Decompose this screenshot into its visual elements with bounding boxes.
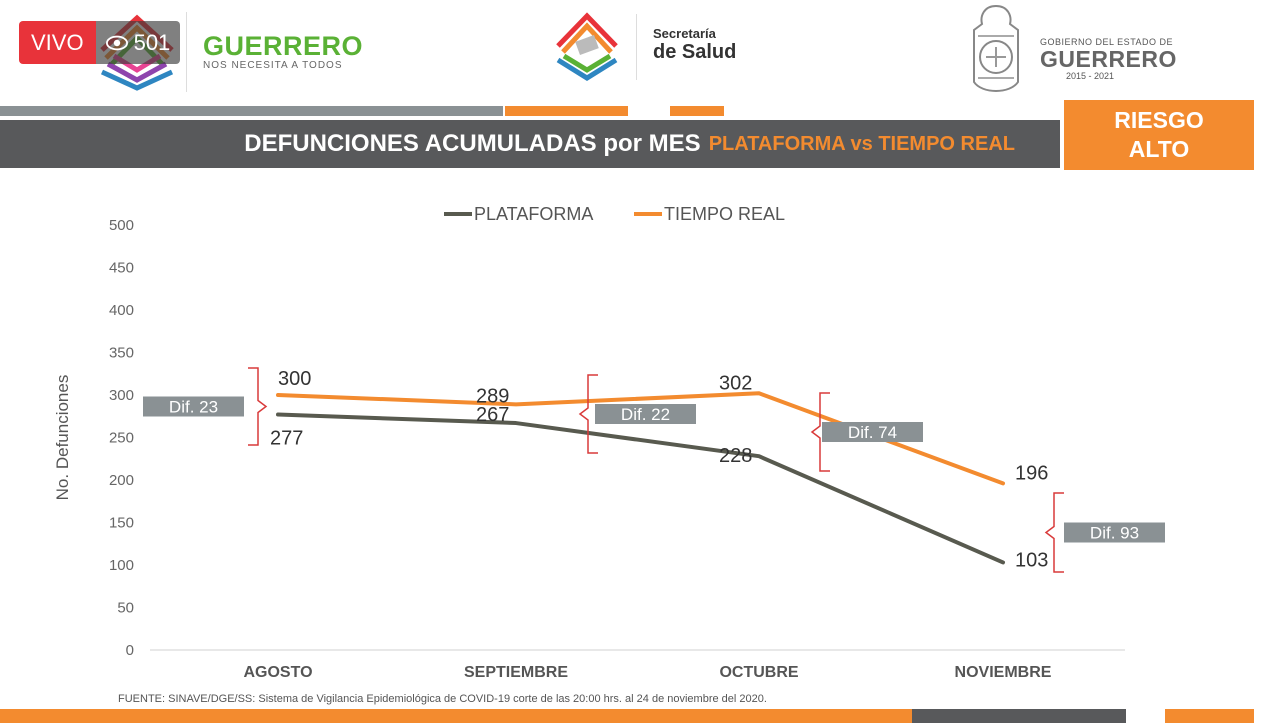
y-tick-label: 50 <box>117 600 134 617</box>
y-tick-label: 100 <box>109 557 134 574</box>
data-label: 302 <box>719 372 752 394</box>
mid-brand-line2: de Salud <box>653 41 737 63</box>
live-badge: VIVO 501 <box>19 21 181 64</box>
difference-bracket <box>810 392 830 472</box>
y-tick-label: 300 <box>109 387 134 404</box>
legend-label: PLATAFORMA <box>474 204 593 224</box>
data-label: 289 <box>476 385 509 407</box>
salud-logo-icon <box>556 12 618 81</box>
data-label: 267 <box>476 404 509 426</box>
state-crest-icon <box>973 4 1019 92</box>
difference-bracket <box>1044 492 1064 573</box>
viewer-count-value: 501 <box>133 29 171 55</box>
left-brand-name: GUERRERO <box>203 31 364 61</box>
bottom-stripe-orange <box>0 709 912 723</box>
source-note: FUENTE: SINAVE/DGE/SS: Sistema de Vigila… <box>118 693 767 705</box>
data-label: 196 <box>1015 462 1048 484</box>
right-brand-line1: GOBIERNO DEL ESTADO DE <box>1040 37 1174 47</box>
viewer-count: 501 <box>95 21 181 64</box>
left-brand-tagline: NOS NECESITA A TODOS <box>203 60 343 71</box>
difference-label: Dif. 93 <box>1090 524 1139 543</box>
series-line <box>276 412 1005 565</box>
x-tick-label: SEPTIEMBRE <box>464 664 568 680</box>
page-title: DEFUNCIONES ACUMULADAS por MES <box>244 130 701 157</box>
data-label: 103 <box>1015 549 1048 571</box>
mid-brand: Secretaría de Salud <box>653 26 736 64</box>
y-tick-label: 350 <box>109 345 134 362</box>
live-label: VIVO <box>19 21 96 64</box>
header-stripe-gray <box>0 106 503 116</box>
right-brand-line3: 2015 - 2021 <box>1065 71 1115 81</box>
y-tick-label: 500 <box>109 217 134 234</box>
difference-bracket <box>578 374 598 454</box>
y-tick-label: 150 <box>109 515 134 532</box>
difference-box <box>143 396 244 417</box>
page-subtitle: PLATAFORMA vs TIEMPO REAL <box>708 132 1015 155</box>
y-tick-label: 0 <box>126 642 134 659</box>
risk-line1: RIESGO <box>1114 107 1204 133</box>
data-label: 277 <box>270 428 303 450</box>
header-stripe-orange <box>505 106 628 116</box>
risk-badge: RIESGO ALTO <box>1064 100 1254 170</box>
divider <box>636 14 637 80</box>
difference-box <box>1064 522 1165 543</box>
difference-bracket <box>248 367 268 446</box>
difference-box <box>595 404 696 424</box>
y-tick-label: 200 <box>109 472 134 489</box>
bottom-stripe-orange-right <box>1165 709 1254 723</box>
right-brand-line2: GUERRERO <box>1040 46 1177 72</box>
bottom-stripe-gray <box>912 709 1126 723</box>
y-tick-label: 450 <box>109 260 134 277</box>
mid-brand-line1: Secretaría <box>653 26 716 41</box>
x-tick-label: AGOSTO <box>243 664 312 680</box>
difference-label: Dif. 74 <box>848 423 897 442</box>
x-tick-label: OCTUBRE <box>719 664 798 680</box>
line-chart: 0 50 100 150 200 250 300 350 400 450 500 No. Defunc… <box>53 204 1165 680</box>
difference-label: Dif. 23 <box>169 398 218 417</box>
divider <box>186 12 187 92</box>
y-axis-label: No. Defunciones <box>53 375 72 501</box>
risk-line2: ALTO <box>1128 136 1190 162</box>
data-label: 300 <box>278 368 311 390</box>
title-bar: DEFUNCIONES ACUMULADAS por MES PLATAFORM… <box>0 120 1060 168</box>
difference-box <box>822 422 923 442</box>
y-tick-label: 400 <box>109 302 134 319</box>
y-tick-label: 250 <box>109 430 134 447</box>
left-brand: GUERRERO NOS NECESITA A TODOS <box>203 31 364 72</box>
difference-label: Dif. 22 <box>621 405 670 424</box>
eye-icon <box>105 35 128 50</box>
right-brand: GOBIERNO DEL ESTADO DE GUERRERO 2015 - 2… <box>1040 37 1177 81</box>
legend-label: TIEMPO REAL <box>664 204 785 224</box>
header-stripe-orange-small <box>670 106 724 116</box>
x-tick-label: NOVIEMBRE <box>955 664 1052 680</box>
data-label: 228 <box>719 445 752 467</box>
